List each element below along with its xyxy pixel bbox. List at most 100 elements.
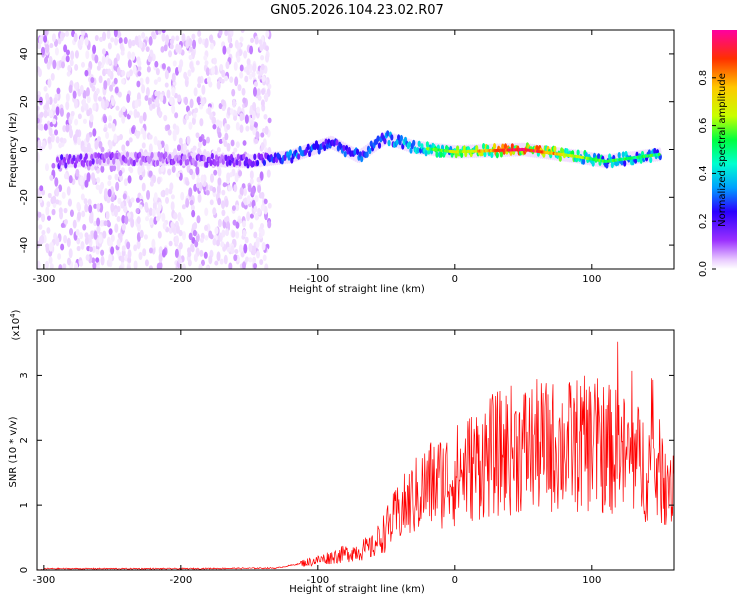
heat-cell [44, 56, 49, 64]
heat-cell [212, 57, 217, 65]
heat-cell [192, 145, 197, 151]
heat-cell [213, 159, 217, 167]
heat-cell [148, 134, 153, 140]
heat-cell [185, 39, 190, 49]
bottom-plot-frame [36, 329, 675, 571]
heat-cell [208, 230, 213, 239]
heat-cell [265, 53, 270, 63]
heat-cell [144, 201, 149, 212]
heat-cell [127, 38, 132, 49]
heat-cell [174, 112, 179, 119]
heat-cell [173, 212, 178, 220]
heat-cell [158, 246, 163, 256]
heat-cell [61, 191, 66, 199]
heat-cell [181, 263, 186, 269]
heat-cell [228, 159, 232, 166]
heat-cell [206, 76, 211, 85]
heat-cell [157, 76, 162, 83]
heat-cell [73, 98, 78, 109]
heat-cell [107, 180, 112, 187]
heat-cell [236, 153, 240, 161]
heat-cell [91, 158, 95, 165]
heat-cell [165, 196, 170, 204]
heat-cell [198, 37, 203, 45]
heat-cell [88, 204, 93, 214]
heat-cell [163, 44, 168, 52]
heat-cell [260, 142, 265, 151]
heat-cell [154, 90, 159, 97]
heat-cell [119, 42, 124, 51]
heat-cell [232, 219, 237, 226]
heat-cell [233, 115, 238, 121]
heat-cell [80, 240, 85, 250]
heat-cell [121, 106, 126, 113]
heat-cell [209, 42, 214, 50]
heat-cell [120, 201, 125, 209]
heat-cell [96, 217, 101, 227]
heat-cell [60, 243, 65, 251]
heat-cell [130, 197, 135, 203]
heat-cell [217, 218, 222, 228]
heat-cell [74, 64, 79, 71]
heat-cell [243, 203, 248, 210]
heat-cell [113, 208, 118, 217]
heat-cell [54, 177, 59, 187]
heat-cell [95, 257, 100, 263]
heat-cell [161, 30, 166, 34]
heat-cell [153, 79, 158, 85]
heat-cell [127, 59, 132, 69]
heat-cell [186, 135, 191, 145]
colorbar-axis: 0.0 0.2 0.4 0.6 0.8 [698, 70, 716, 277]
heat-cell [80, 30, 85, 36]
heat-cell [148, 265, 153, 269]
heat-cell [261, 75, 266, 83]
heat-cell [239, 186, 244, 197]
heat-cell [112, 164, 117, 172]
y-tick-label: 40 [19, 48, 30, 61]
heat-cell [188, 54, 193, 61]
heat-cell [234, 248, 239, 254]
heat-cell [51, 103, 56, 111]
heat-cell [245, 125, 250, 132]
heat-cell [178, 258, 183, 264]
heat-cell [58, 142, 63, 149]
heat-cell [114, 37, 119, 46]
heat-cell [45, 206, 50, 216]
heat-cell [130, 217, 135, 228]
heat-cell [47, 192, 52, 199]
heat-cell [157, 143, 162, 151]
heat-cell [90, 165, 95, 171]
heat-cell [124, 157, 128, 164]
heat-cell [120, 50, 125, 56]
heat-cell [210, 173, 215, 183]
heat-cell [254, 195, 259, 203]
heat-cell [264, 263, 269, 269]
heat-cell [160, 46, 165, 53]
heat-cell [168, 240, 173, 247]
heat-cell [150, 151, 154, 159]
heat-cell [142, 130, 147, 141]
heat-cell [639, 157, 643, 164]
y-scale-factor: (x104) [9, 309, 22, 340]
heat-cell [221, 209, 226, 217]
heat-cell [253, 205, 258, 213]
heat-cell [97, 152, 101, 159]
heat-cell [70, 110, 75, 117]
heat-cell [76, 245, 81, 252]
heat-cell [263, 198, 268, 205]
heat-cell [260, 132, 265, 138]
heat-cell [166, 89, 171, 99]
heat-cell [49, 43, 54, 49]
heat-cell [139, 115, 144, 124]
heat-cell [83, 198, 88, 205]
heat-cell [161, 63, 166, 70]
heat-cell [164, 187, 169, 196]
y-tick-label: 20 [19, 95, 30, 108]
heat-cell [131, 51, 136, 61]
heat-cell [43, 109, 48, 119]
heat-cell [169, 38, 174, 45]
heat-cell [231, 205, 236, 212]
heat-cell [365, 151, 369, 158]
heat-cell [128, 137, 133, 143]
heat-cell [79, 175, 84, 186]
